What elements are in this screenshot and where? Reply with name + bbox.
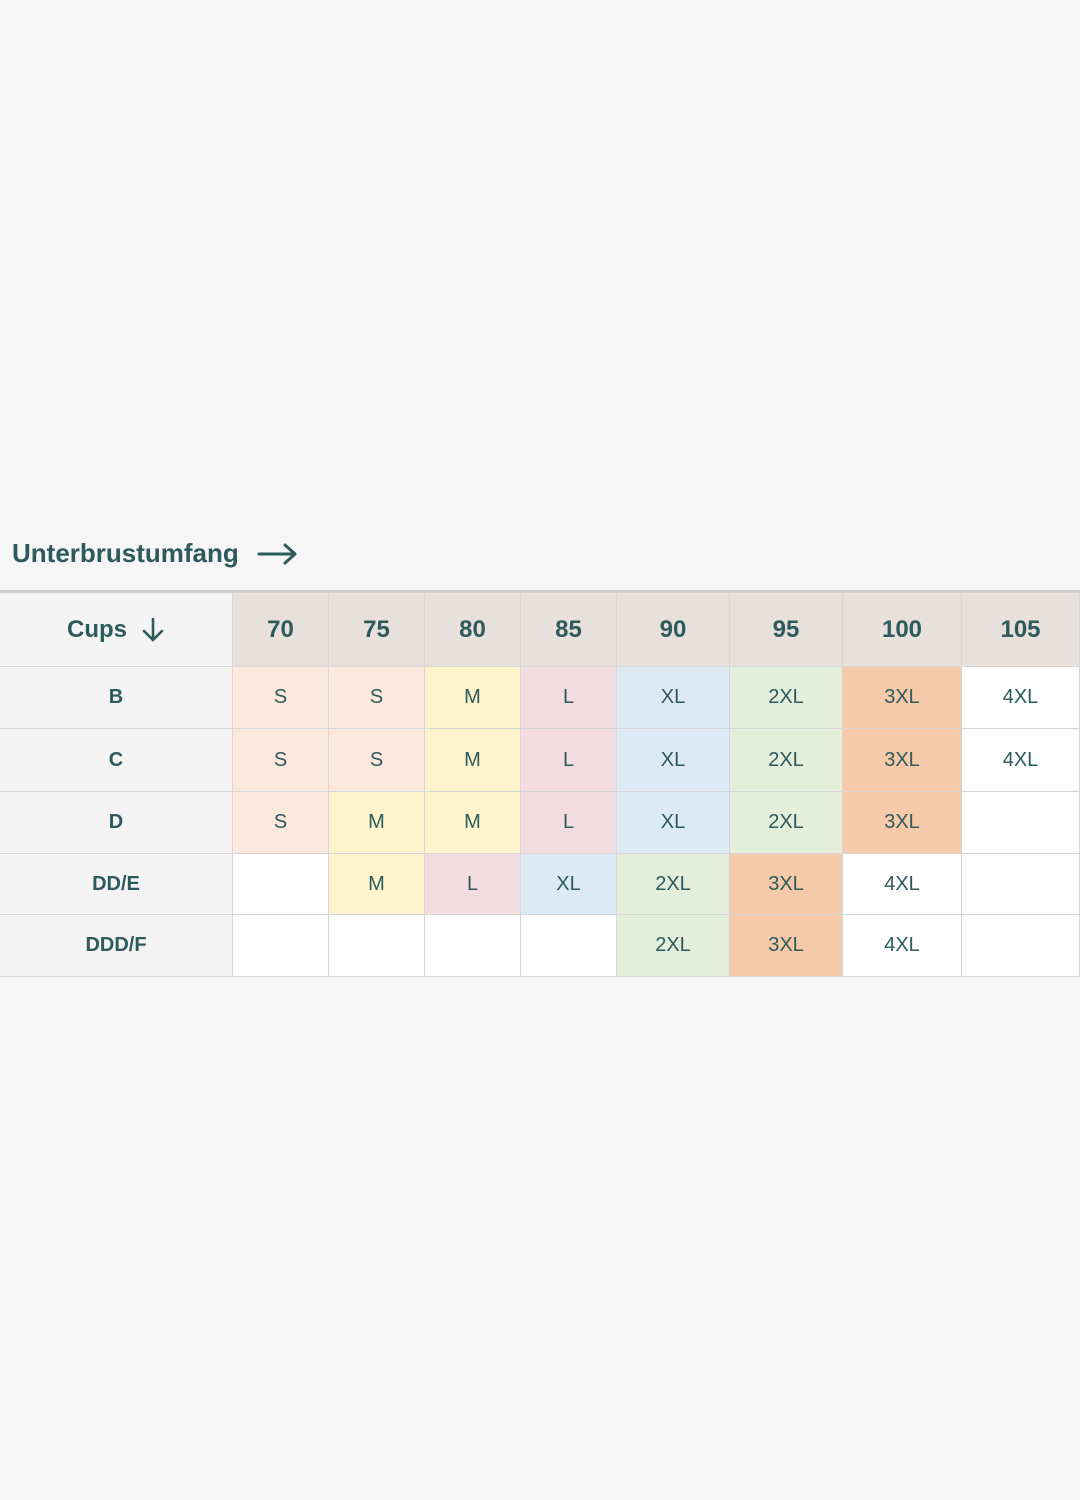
size-table: Cups 70 75 80 85 90 95 100 105 B S S M L XL 2XL 3XL 4XL C S… — [0, 590, 1080, 977]
size-cell: L — [521, 667, 617, 729]
size-cell: 4XL — [962, 667, 1080, 729]
size-cell — [521, 915, 617, 977]
size-cell: 3XL — [730, 854, 843, 915]
size-cell: 3XL — [843, 667, 962, 729]
size-cell: 2XL — [617, 915, 730, 977]
size-cell: XL — [617, 667, 730, 729]
corner-header: Cups — [0, 593, 233, 667]
column-header: 105 — [962, 593, 1080, 667]
size-cell: M — [425, 667, 521, 729]
size-cell: S — [329, 667, 425, 729]
column-header: 85 — [521, 593, 617, 667]
row-header: DD/E — [0, 854, 233, 915]
size-cell — [962, 915, 1080, 977]
size-cell: S — [233, 792, 329, 854]
column-header: 95 — [730, 593, 843, 667]
column-header: 75 — [329, 593, 425, 667]
size-cell: M — [425, 729, 521, 792]
size-cell: XL — [617, 792, 730, 854]
size-cell — [962, 792, 1080, 854]
size-cell: S — [329, 729, 425, 792]
size-cell: 4XL — [962, 729, 1080, 792]
column-header: 100 — [843, 593, 962, 667]
size-cell: M — [329, 792, 425, 854]
size-cell: 3XL — [730, 915, 843, 977]
size-cell — [329, 915, 425, 977]
size-cell: S — [233, 667, 329, 729]
title-row: Unterbrustumfang — [12, 538, 299, 569]
row-header: DDD/F — [0, 915, 233, 977]
size-cell: L — [521, 792, 617, 854]
row-header: B — [0, 667, 233, 729]
size-cell: 4XL — [843, 854, 962, 915]
size-cell: XL — [617, 729, 730, 792]
size-cell: 3XL — [843, 729, 962, 792]
column-header: 80 — [425, 593, 521, 667]
size-cell: 2XL — [730, 792, 843, 854]
size-cell: 3XL — [843, 792, 962, 854]
size-cell: 4XL — [843, 915, 962, 977]
size-cell: XL — [521, 854, 617, 915]
column-header: 70 — [233, 593, 329, 667]
title: Unterbrustumfang — [12, 538, 239, 568]
size-cell: L — [521, 729, 617, 792]
column-header: 90 — [617, 593, 730, 667]
size-cell — [233, 854, 329, 915]
size-cell: 2XL — [730, 667, 843, 729]
row-header: C — [0, 729, 233, 792]
arrow-down-icon — [142, 617, 164, 641]
size-cell — [962, 854, 1080, 915]
size-cell: M — [425, 792, 521, 854]
arrow-right-icon — [257, 543, 297, 564]
size-cell: 2XL — [617, 854, 730, 915]
size-cell: S — [233, 729, 329, 792]
size-cell: M — [329, 854, 425, 915]
size-cell — [425, 915, 521, 977]
size-cell: L — [425, 854, 521, 915]
size-cell — [233, 915, 329, 977]
size-cell: 2XL — [730, 729, 843, 792]
corner-label: Cups — [67, 615, 127, 643]
row-header: D — [0, 792, 233, 854]
